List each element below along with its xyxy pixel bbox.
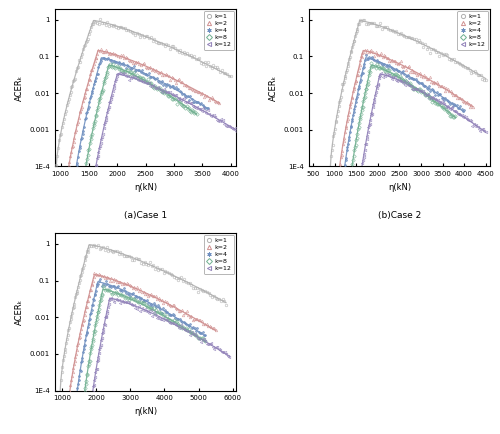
X-axis label: η(kN): η(kN) [388, 183, 411, 192]
Legend: k=1, k=2, k=4, k=8, k=12: k=1, k=2, k=4, k=8, k=12 [458, 10, 488, 50]
Text: (b)Case 2: (b)Case 2 [378, 210, 421, 220]
Legend: k=1, k=2, k=4, k=8, k=12: k=1, k=2, k=4, k=8, k=12 [204, 235, 234, 274]
Legend: k=1, k=2, k=4, k=8, k=12: k=1, k=2, k=4, k=8, k=12 [204, 10, 234, 50]
X-axis label: η(kN): η(kN) [134, 183, 157, 192]
Text: (a)Case 1: (a)Case 1 [124, 210, 167, 220]
Y-axis label: ACERₖ: ACERₖ [16, 75, 24, 101]
X-axis label: η(kN): η(kN) [134, 407, 157, 416]
Y-axis label: ACERₖ: ACERₖ [269, 75, 278, 101]
Y-axis label: ACERₖ: ACERₖ [16, 299, 24, 325]
